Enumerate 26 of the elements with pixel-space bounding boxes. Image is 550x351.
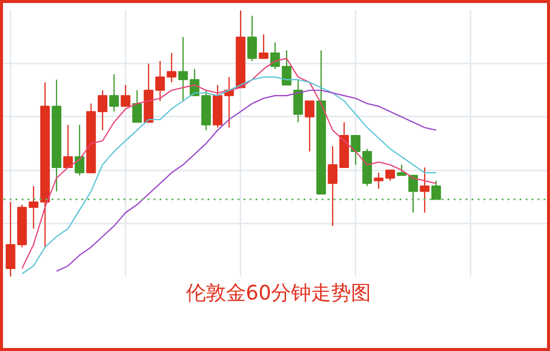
candlestick bbox=[63, 124, 73, 168]
candlestick bbox=[350, 134, 360, 166]
candlestick bbox=[247, 15, 257, 62]
candlestick bbox=[270, 42, 280, 70]
candlestick bbox=[74, 124, 84, 176]
candlestick bbox=[98, 90, 108, 131]
candlestick bbox=[420, 166, 430, 214]
candlestick bbox=[258, 34, 268, 59]
text: 伦敦金60分钟走势图 bbox=[186, 280, 372, 304]
candlestick bbox=[431, 180, 441, 200]
candlestick bbox=[293, 79, 303, 123]
candlestick bbox=[304, 100, 314, 152]
candlestick bbox=[178, 36, 188, 102]
candlestick bbox=[166, 52, 176, 83]
candlestick bbox=[282, 50, 292, 86]
candlestick bbox=[408, 174, 418, 214]
candlestick bbox=[132, 90, 142, 123]
candlestick bbox=[396, 164, 406, 176]
candlestick bbox=[328, 146, 338, 227]
candlestick bbox=[109, 74, 119, 112]
candlestick bbox=[28, 185, 38, 230]
candlestick bbox=[6, 201, 16, 276]
candlestick bbox=[374, 172, 384, 190]
candlestick bbox=[385, 170, 395, 182]
candlestick bbox=[120, 84, 130, 107]
candlestick bbox=[155, 60, 165, 102]
